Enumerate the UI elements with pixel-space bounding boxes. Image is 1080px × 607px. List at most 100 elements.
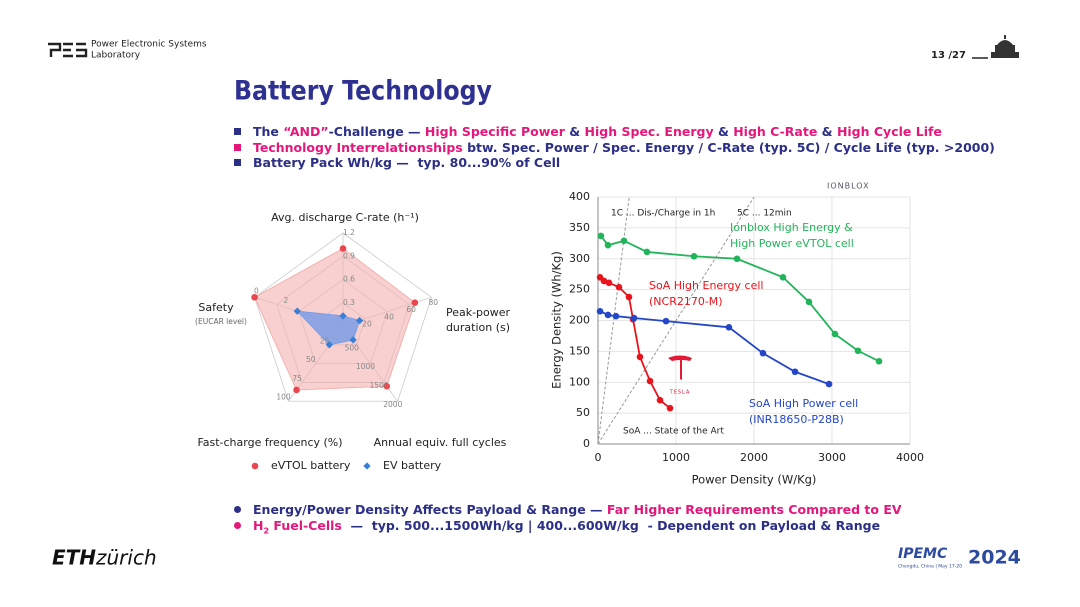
series-point <box>605 279 613 287</box>
series-point <box>733 255 741 263</box>
radar-tick-label: 80 <box>429 298 439 307</box>
series-point <box>597 232 605 240</box>
ipemc-year: 2024 <box>968 547 1021 569</box>
bullet-text: High C-Rate <box>733 124 818 139</box>
series-point <box>725 323 733 331</box>
bullet-marker <box>234 144 241 151</box>
series-point <box>620 237 628 245</box>
bullet: Technology Interrelationships btw. Spec.… <box>234 140 995 155</box>
reference-line <box>597 196 755 445</box>
legend-marker <box>251 462 259 470</box>
bullet-text: btw. Spec. Power / Spec. Energy / C-Rate… <box>462 140 995 155</box>
radar-tick-label: 2000 <box>383 400 402 409</box>
lab-name: Power Electronic Systems <box>91 40 207 50</box>
radar-axis-label: Fast-charge frequency (%) <box>197 436 342 449</box>
radar-point <box>251 293 258 301</box>
bullet-marker <box>234 506 241 513</box>
radar-point <box>293 307 301 315</box>
bullet-marker <box>234 159 241 166</box>
bullet-text: High Spec. Energy <box>584 124 714 139</box>
radar-tick-label: 0.6 <box>343 275 355 284</box>
pes-logo <box>48 42 88 58</box>
series-point <box>656 396 664 404</box>
series-point <box>630 314 638 322</box>
y-axis-title: Energy Density (Wh/Kg) <box>550 251 564 389</box>
radar-tick-label: 1.2 <box>343 228 355 237</box>
y-tick-label: 150 <box>569 344 590 357</box>
radar-tick-label: 40 <box>384 312 394 321</box>
legend-label: eVTOL battery <box>271 459 351 472</box>
series-point <box>612 312 620 320</box>
x-tick-label: 2000 <box>740 451 768 464</box>
series-point <box>600 277 608 285</box>
radar-tick-label: 100 <box>276 393 291 402</box>
radar-point <box>339 312 347 320</box>
x-tick-label: 3000 <box>818 451 846 464</box>
radar-axis-label: Avg. discharge C-rate (h⁻¹) <box>271 211 419 224</box>
legend-marker <box>363 462 371 470</box>
series-point <box>779 273 787 281</box>
bullet-text: High Specific Power <box>424 124 565 139</box>
series-point <box>875 357 883 365</box>
series-point <box>825 380 833 388</box>
chart-note: SoA ... State of the Art <box>623 427 724 437</box>
series-point <box>636 353 644 361</box>
lab-name: Laboratory <box>91 51 141 61</box>
legend-label: EV battery <box>383 459 442 472</box>
series-line <box>600 235 880 363</box>
bullet-text: & <box>817 124 837 139</box>
series-point <box>643 248 651 256</box>
bullet: Battery Pack Wh/kg — typ. 80...90% of Ce… <box>234 155 560 170</box>
tesla-wordmark: TESLA <box>669 390 691 396</box>
bullet-marker <box>234 128 241 135</box>
radar-tick-label: 500 <box>345 343 360 352</box>
bullet-text: Battery Pack Wh/kg — typ. 80...90% of Ce… <box>253 155 561 170</box>
radar-tick-label: 50 <box>306 355 316 364</box>
bullet-text: High Cycle Life <box>836 124 942 139</box>
slide-title: Battery Technology <box>234 76 492 107</box>
radar-axis-label: Annual equiv. full cycles <box>374 436 507 449</box>
y-tick-label: 0 <box>583 437 590 450</box>
bullet-marker <box>234 522 241 529</box>
series-point <box>791 368 799 376</box>
series-point <box>646 377 654 385</box>
series-label: (NCR2170-M) <box>649 295 723 308</box>
reference-label: 5C ... 12min <box>737 209 792 219</box>
series-label: Ionblox High Energy & <box>730 221 853 234</box>
y-tick-label: 400 <box>569 190 590 203</box>
ipemc-logo: IPEMC <box>898 546 948 562</box>
series-label: High Power eVTOL cell <box>730 237 854 250</box>
x-axis-title: Power Density (W/Kg) <box>692 473 817 487</box>
x-tick-label: 0 <box>595 451 602 464</box>
radar-tick-label: 1500 <box>370 381 389 390</box>
bullet: H2 Fuel-Cells — typ. 500...1500Wh/kg | 4… <box>234 518 880 536</box>
bullet-text: Energy/Power Density Affects Payload & R… <box>253 502 607 517</box>
series-point <box>666 404 674 412</box>
radar-point <box>355 316 364 325</box>
x-tick-label: 1000 <box>662 451 690 464</box>
bullet-text: “AND” <box>283 124 329 139</box>
bullet-text: 2 <box>263 526 270 536</box>
page-number: 13 /27 <box>931 50 966 61</box>
series-point <box>831 330 839 338</box>
radar-tick-label: 25 <box>320 336 330 345</box>
bullet-text: & <box>564 124 585 139</box>
radar-tick-label: 1000 <box>356 362 375 371</box>
tesla-logo <box>668 355 692 380</box>
radar-point <box>339 245 347 252</box>
y-tick-label: 200 <box>569 314 590 327</box>
bullet-text: Far Higher Requirements Compared to EV <box>606 502 902 517</box>
eth-logo: zürich <box>95 546 157 570</box>
radar-axis-label: (EUCAR level) <box>195 317 247 326</box>
radar-grid <box>254 232 432 402</box>
bullet: Energy/Power Density Affects Payload & R… <box>234 502 902 517</box>
bullet-text: The <box>253 124 284 139</box>
radar-point <box>293 386 300 394</box>
radar-axis-label: duration (s) <box>446 321 510 334</box>
radar-axis-label: Peak-power <box>446 306 511 319</box>
radar-tick-label: 75 <box>292 374 302 383</box>
series-label: SoA High Power cell <box>749 397 858 410</box>
